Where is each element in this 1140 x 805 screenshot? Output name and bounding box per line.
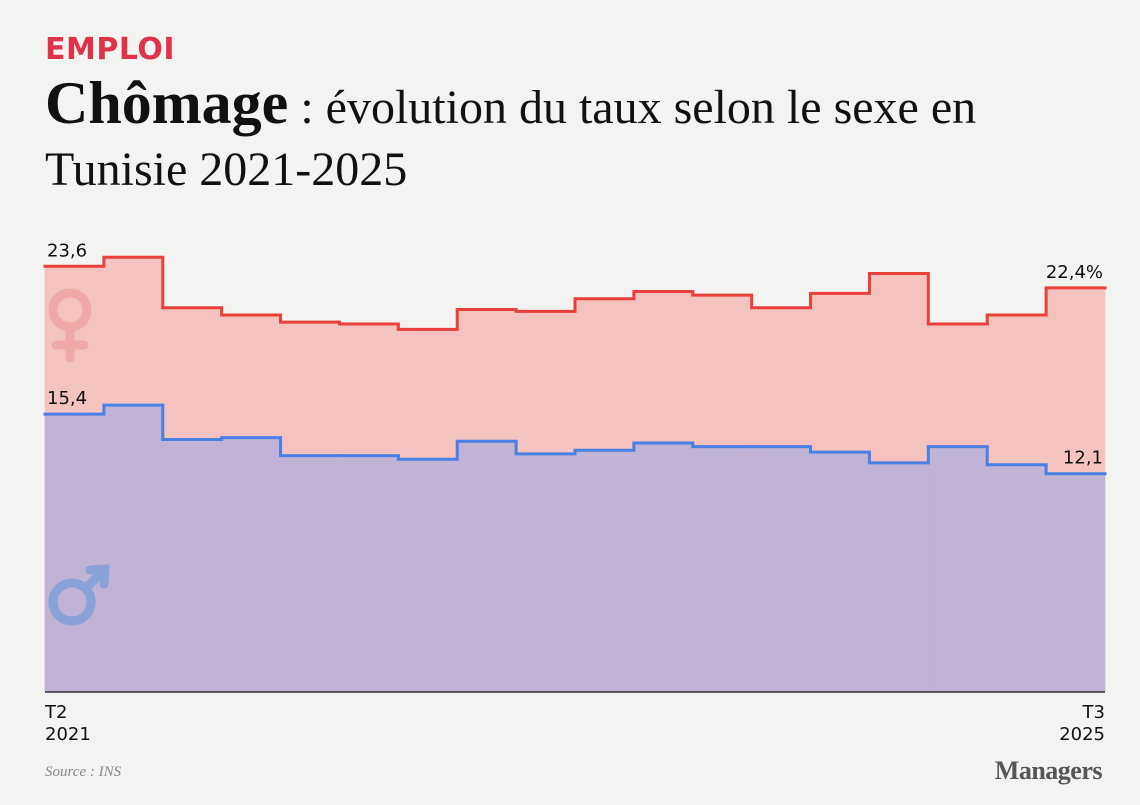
area-step — [515, 453, 576, 692]
area-step — [339, 455, 399, 692]
area-step — [869, 462, 929, 692]
title: Chômage : évolution du taux selon le sex… — [45, 72, 1045, 201]
value-label: 12,1 — [1063, 448, 1103, 469]
area-step — [162, 439, 222, 692]
area-step — [398, 459, 458, 692]
area-step — [574, 450, 635, 692]
area-step — [44, 414, 105, 692]
brand: Managers — [994, 756, 1103, 785]
area-step — [103, 405, 164, 692]
value-label: 22,4% — [1046, 262, 1103, 283]
x-tick-label: T2 2021 — [45, 702, 91, 745]
area-step — [280, 455, 340, 692]
area-step — [810, 452, 870, 692]
title-bold: Chômage — [45, 70, 289, 136]
source: Source : INS — [45, 764, 122, 780]
male-icon — [48, 564, 110, 626]
female-icon — [48, 288, 92, 363]
area-step — [692, 446, 752, 692]
value-label: 15,4 — [47, 388, 87, 409]
title-rest: : évolution du taux selon le sexe en Tun… — [45, 81, 977, 196]
area-step — [456, 441, 517, 692]
area-step — [986, 464, 1047, 692]
kicker: EMPLOI — [45, 32, 176, 67]
area-step — [1045, 473, 1106, 692]
marks: 23,6 22,4% 15,4 12,1 — [43, 240, 1107, 692]
area-step — [633, 443, 694, 692]
value-label: 23,6 — [47, 240, 87, 261]
area-step — [751, 446, 811, 692]
x-tick-label: T3 2025 — [1059, 702, 1105, 745]
area-step — [221, 437, 281, 692]
area-step — [928, 446, 988, 692]
